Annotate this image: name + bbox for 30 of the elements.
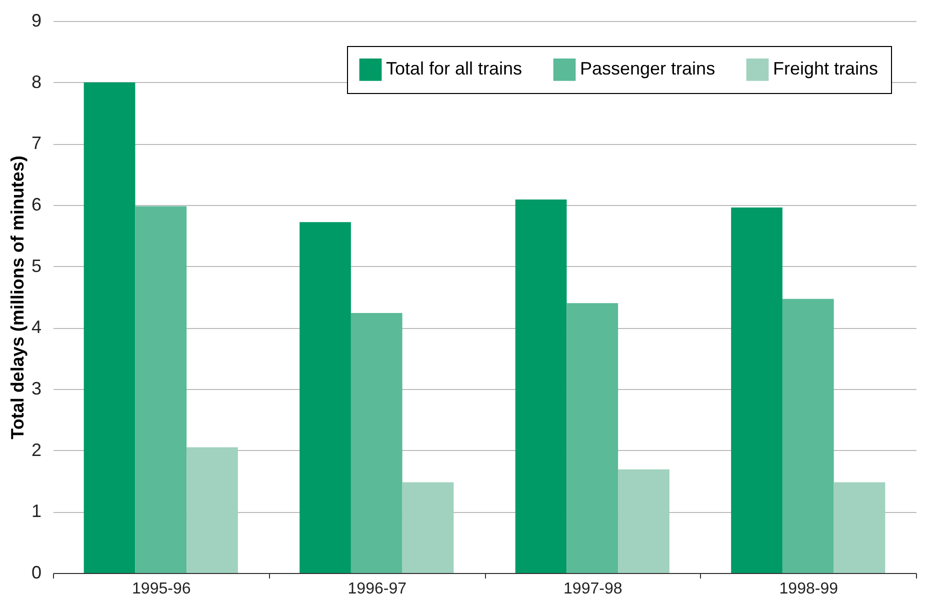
y-tick-label: 2: [31, 440, 42, 460]
legend-label: Passenger trains: [580, 58, 716, 79]
y-tick-label: 3: [31, 378, 42, 398]
bar: [84, 82, 136, 573]
bar: [731, 207, 782, 573]
bar: [834, 482, 886, 573]
bar: [350, 312, 402, 573]
y-tick-label: 0: [31, 562, 42, 582]
bar: [135, 206, 187, 573]
x-tick-label: 1998-99: [779, 580, 838, 598]
bar: [566, 303, 618, 573]
bar: [618, 469, 670, 573]
y-tick-label: 7: [31, 133, 42, 154]
y-tick-label: 5: [31, 256, 42, 276]
x-tick-label: 1995-96: [132, 580, 191, 598]
y-tick-label: 8: [31, 72, 42, 92]
y-tick-label: 6: [31, 194, 42, 214]
bar: [186, 447, 238, 573]
legend-label: Total for all trains: [386, 58, 522, 79]
x-tick-label: 1997-98: [564, 580, 622, 598]
bar: [515, 199, 567, 573]
y-tick-label: 4: [31, 317, 42, 338]
y-tick-label: 9: [31, 10, 42, 30]
y-tick-label: 1: [31, 501, 42, 522]
y-axis-title: Total delays (millions of minutes): [7, 156, 28, 440]
legend-label: Freight trains: [773, 58, 878, 79]
x-tick-label: 1996-97: [348, 580, 407, 598]
bar: [300, 222, 351, 573]
bar: [782, 298, 834, 573]
bar: [402, 482, 454, 573]
